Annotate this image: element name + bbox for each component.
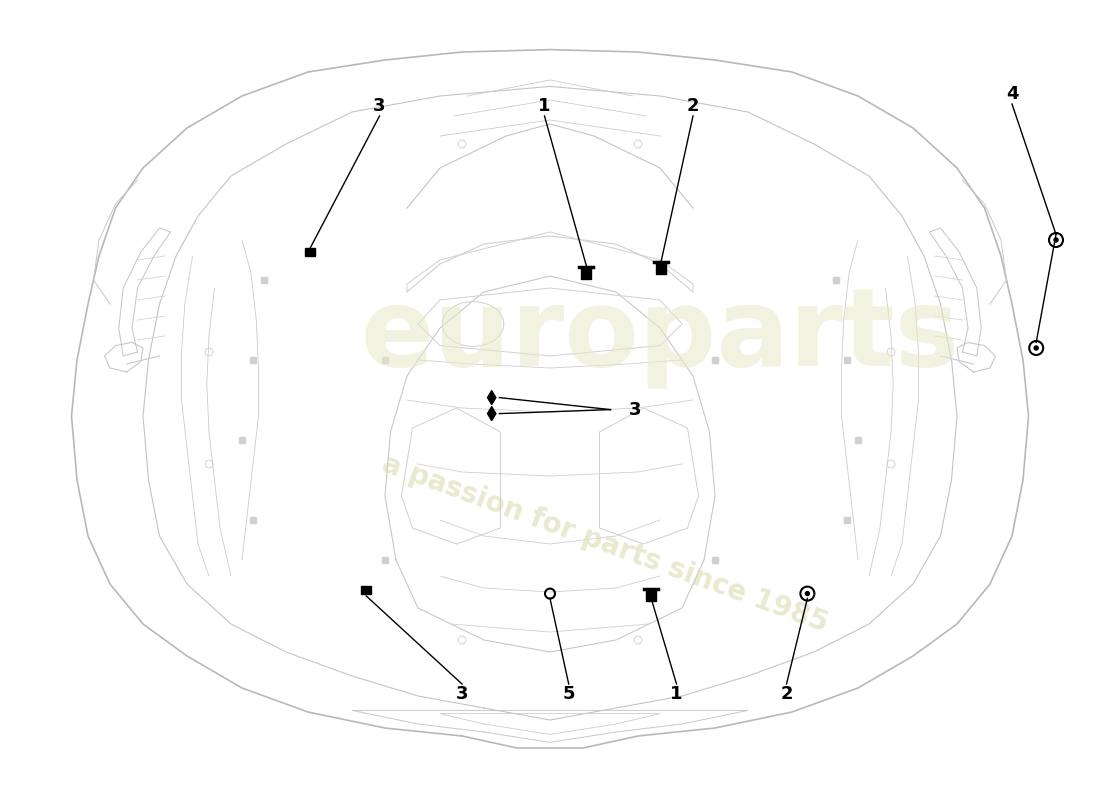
- Bar: [656, 262, 667, 274]
- Bar: [250, 357, 256, 363]
- Bar: [712, 557, 718, 563]
- Text: 5: 5: [562, 686, 575, 703]
- Bar: [382, 557, 388, 563]
- Bar: [844, 357, 850, 363]
- Polygon shape: [487, 390, 496, 405]
- Bar: [382, 357, 388, 363]
- Text: a passion for parts since 1985: a passion for parts since 1985: [378, 450, 832, 638]
- Bar: [833, 277, 839, 283]
- Text: 1: 1: [670, 686, 683, 703]
- Text: 3: 3: [629, 401, 641, 418]
- Circle shape: [1054, 238, 1058, 242]
- Bar: [239, 437, 245, 443]
- Bar: [261, 277, 267, 283]
- Text: 4: 4: [1005, 85, 1019, 102]
- Bar: [581, 267, 592, 279]
- Bar: [250, 517, 256, 523]
- Text: 2: 2: [780, 686, 793, 703]
- Bar: [712, 357, 718, 363]
- Bar: [844, 517, 850, 523]
- Bar: [305, 248, 316, 256]
- Polygon shape: [487, 406, 496, 421]
- Bar: [361, 586, 372, 594]
- Bar: [855, 437, 861, 443]
- Text: 1: 1: [538, 97, 551, 114]
- Text: europarts: europarts: [361, 283, 959, 389]
- Circle shape: [805, 592, 810, 595]
- Bar: [646, 589, 657, 601]
- Circle shape: [1034, 346, 1038, 350]
- Text: 2: 2: [686, 97, 700, 114]
- Text: 3: 3: [455, 686, 469, 703]
- Text: 3: 3: [373, 97, 386, 114]
